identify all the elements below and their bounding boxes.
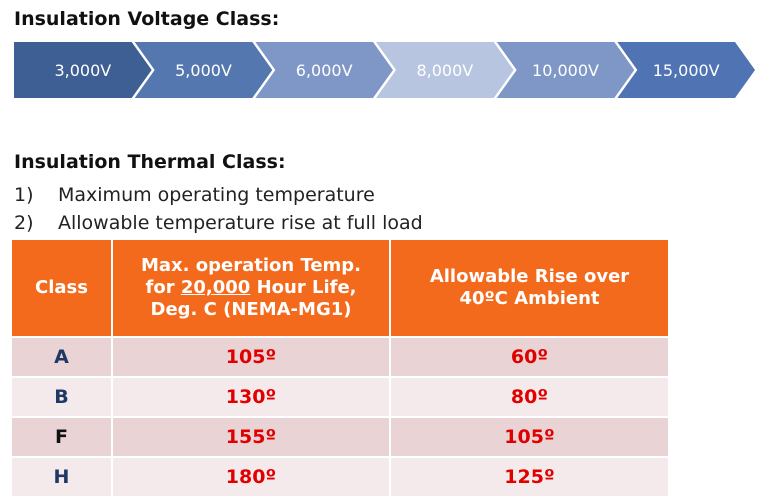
voltage-step-label: 6,000V [296,61,353,80]
header-max-line2-underlined: 20,000 [180,277,251,298]
max-temp-cell: 180º [112,456,391,496]
header-max-line2-post: Hour Life, [250,277,357,298]
header-max-line1: Max. operation Temp. [140,255,362,276]
header-rise-line2: 40ºC Ambient [459,288,600,309]
voltage-step-chevron [255,42,393,98]
header-max-line3: Deg. C (NEMA-MG1) [150,299,352,320]
voltage-step-label: 10,000V [532,61,599,80]
table-header-row: Class Max. operation Temp. for 20,000 Ho… [12,240,668,337]
table-row: F 155º 105º [12,416,668,457]
class-cell: H [12,456,113,496]
voltage-step-chevron [496,42,635,98]
rise-cell: 105º [390,416,668,457]
class-cell: A [12,336,113,377]
voltage-step-label: 3,000V [54,61,111,80]
thermal-class-table: Class Max. operation Temp. for 20,000 Ho… [12,240,668,496]
list-item: 1) Maximum operating temperature [14,181,423,209]
voltage-class-chevron-bar: 3,000V 5,000V 6,000V 8,000V 10,000V 15,000V [14,42,758,98]
thermal-criteria-list: 1) Maximum operating temperature 2) Allowa… [14,181,423,237]
list-item: 2) Allowable temperature rise at full loa… [14,209,423,237]
voltage-class-title: Insulation Voltage Class: [14,8,280,30]
table-row: H 180º 125º [12,456,668,496]
voltage-step-label: 5,000V [175,61,232,80]
voltage-step-label: 15,000V [653,61,720,80]
max-temp-cell: 105º [112,336,391,377]
list-item-text: Allowable temperature rise at full load [58,212,423,234]
list-item-number: 2) [14,212,34,234]
voltage-step-chevron [376,42,514,98]
header-allowable-rise: Allowable Rise over 40ºC Ambient [390,240,668,337]
voltage-step-label: 8,000V [416,61,473,80]
header-max-line2-pre: for [145,277,181,298]
voltage-step-chevron [617,42,755,98]
header-rise-line1: Allowable Rise over [429,266,630,287]
list-item-number: 1) [14,184,34,206]
rise-cell: 125º [390,456,668,496]
header-class: Class [12,240,113,337]
header-max-line2: for 20,000 Hour Life, [119,277,383,299]
table-row: A 105º 60º [12,336,668,377]
table-row: B 130º 80º [12,376,668,417]
max-temp-cell: 155º [112,416,391,457]
max-temp-cell: 130º [112,376,391,417]
class-cell: F [12,416,113,457]
voltage-step-chevron [134,42,273,98]
rise-cell: 60º [390,336,668,377]
voltage-step-chevron [14,42,152,98]
class-cell: B [12,376,113,417]
thermal-class-title: Insulation Thermal Class: [14,151,286,173]
list-item-text: Maximum operating temperature [58,184,375,206]
header-max-operation-temp: Max. operation Temp. for 20,000 Hour Lif… [112,240,391,337]
rise-cell: 80º [390,376,668,417]
